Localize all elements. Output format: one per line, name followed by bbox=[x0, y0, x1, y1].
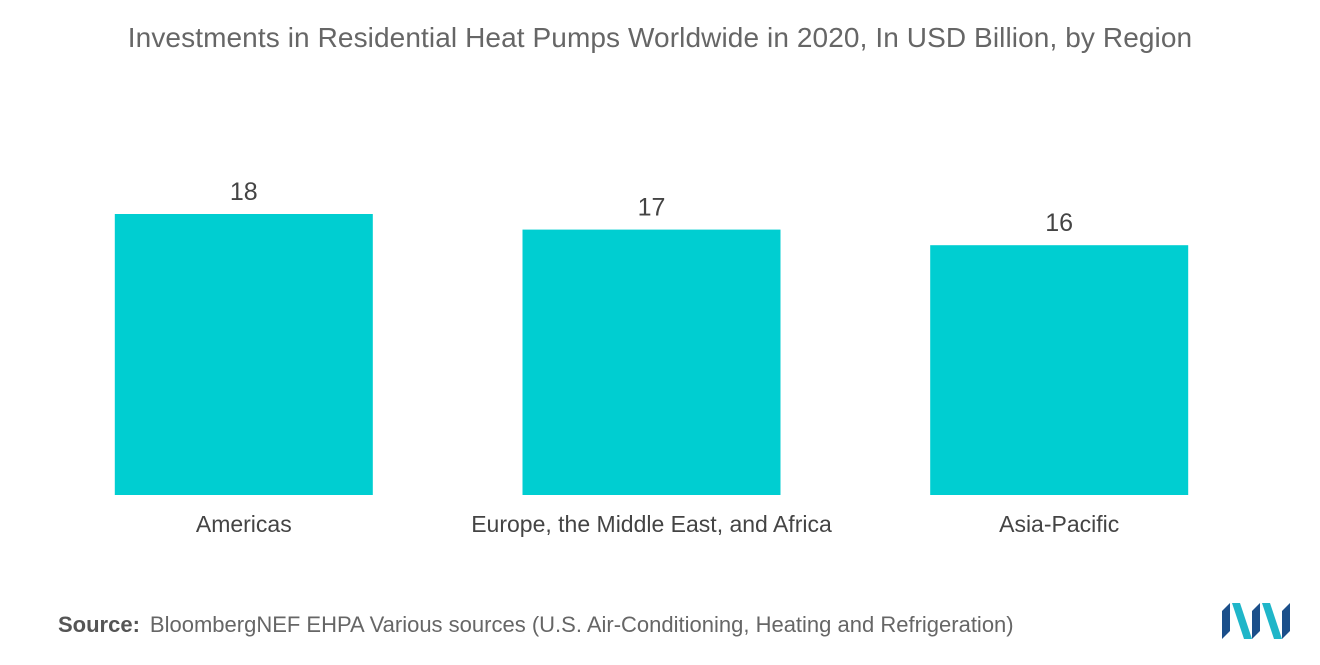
bar-0 bbox=[114, 214, 373, 495]
chart-title: Investments in Residential Heat Pumps Wo… bbox=[127, 22, 1193, 53]
logo-shape-mid-right bbox=[1262, 603, 1282, 639]
source-text: BloombergNEF EHPA Various sources (U.S. … bbox=[149, 612, 1014, 637]
category-label-0: Americas bbox=[196, 511, 292, 537]
logo-shape-mid bbox=[1252, 603, 1260, 639]
bar-1 bbox=[522, 229, 781, 495]
logo-shape-left bbox=[1222, 603, 1230, 639]
bar-2 bbox=[930, 245, 1189, 495]
value-labels-layer: 18 17 16 bbox=[230, 178, 1073, 237]
logo-shape-mid-left bbox=[1232, 603, 1252, 639]
logo-shape-right bbox=[1282, 603, 1290, 639]
category-label-1: Europe, the Middle East, and Africa bbox=[471, 511, 832, 537]
category-labels-layer: Americas Europe, the Middle East, and Afr… bbox=[196, 511, 1119, 537]
category-label-2: Asia-Pacific bbox=[999, 511, 1119, 537]
bar-value-label-0: 18 bbox=[230, 178, 258, 206]
mordor-intelligence-logo-icon bbox=[1222, 603, 1290, 639]
source-footer: Source: BloombergNEF EHPA Various sources… bbox=[58, 612, 1014, 638]
bar-chart: 18 17 16 Americas Europe, the Middle East, … bbox=[114, 178, 1189, 537]
bar-value-label-1: 17 bbox=[638, 194, 666, 222]
bar-value-label-2: 16 bbox=[1045, 209, 1073, 237]
source-label: Source: bbox=[58, 612, 140, 637]
bars-layer bbox=[114, 214, 1189, 495]
